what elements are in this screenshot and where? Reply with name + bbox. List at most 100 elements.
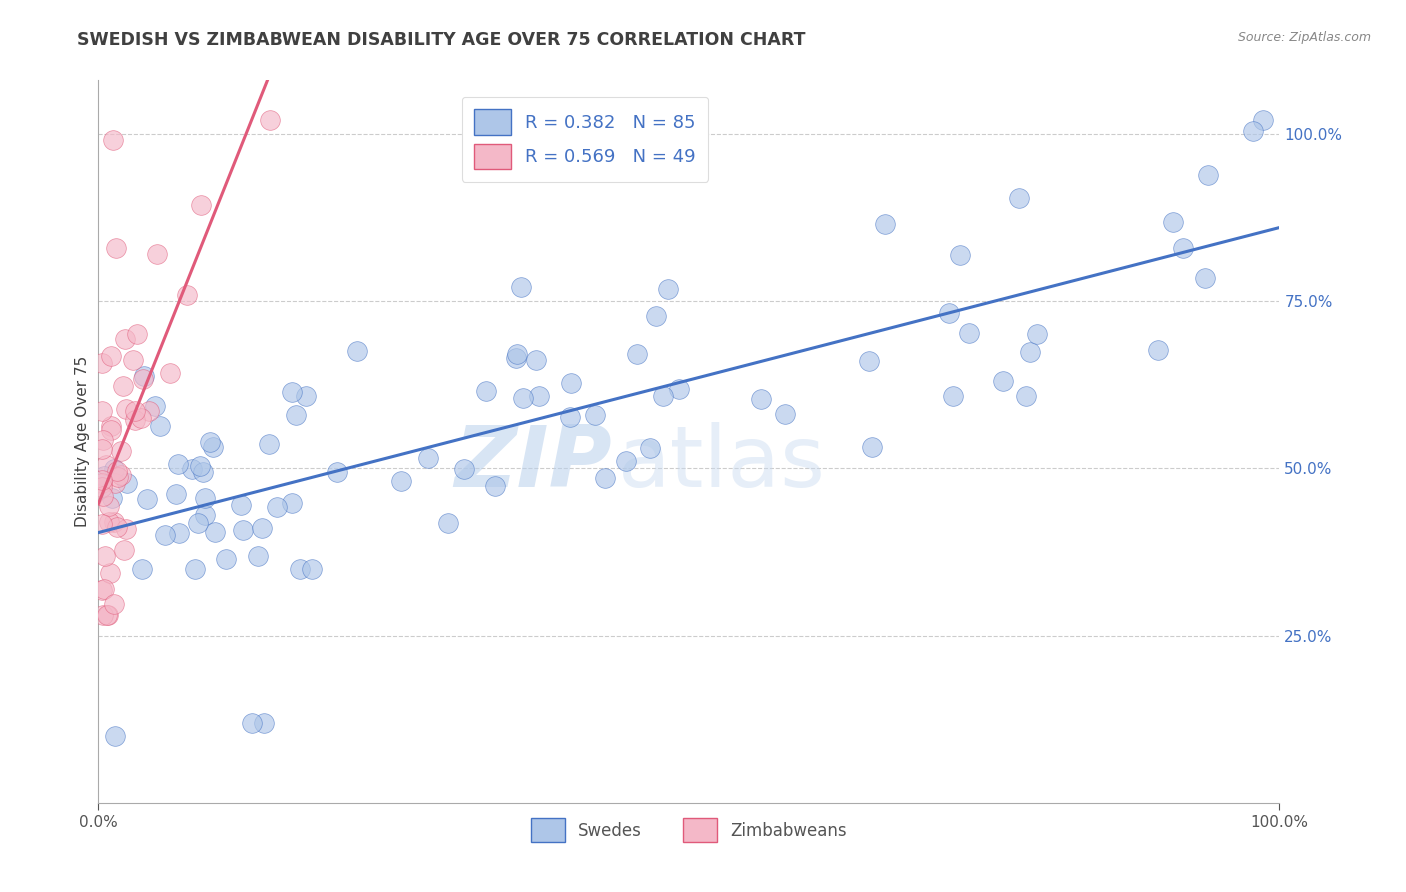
Point [1146,343,1168,357]
Point [1197,169,1219,183]
Point [110,444,132,458]
Point [91,476,114,491]
Point [124,404,146,418]
Point [638,441,661,455]
Point [103,515,125,529]
Point [201,440,224,454]
Point [860,440,883,454]
Point [91,480,114,494]
Point [138,404,160,418]
Point [93,469,115,483]
Point [145,399,167,413]
Text: Source: ZipAtlas.com: Source: ZipAtlas.com [1237,31,1371,45]
Point [114,522,136,536]
Point [583,408,606,422]
Text: SWEDISH VS ZIMBABWEAN DISABILITY AGE OVER 75 CORRELATION CHART: SWEDISH VS ZIMBABWEAN DISABILITY AGE OVE… [77,31,806,49]
Point [103,597,125,611]
Point [145,247,167,261]
Point [1025,327,1047,342]
Point [957,326,980,341]
Point [240,715,263,730]
Point [593,471,616,485]
Point [749,392,772,406]
Point [91,473,114,487]
Point [1019,345,1042,359]
Point [626,347,648,361]
Point [875,218,897,232]
Point [131,562,153,576]
Text: atlas: atlas [619,422,827,505]
Point [505,351,527,365]
Point [104,729,127,743]
Point [98,499,121,513]
Point [198,435,221,450]
Point [1173,241,1195,255]
Point [114,332,136,346]
Point [942,389,965,403]
Point [93,582,115,596]
Point [524,353,547,368]
Point [91,608,114,623]
Point [165,487,187,501]
Point [169,525,191,540]
Point [104,475,127,490]
Point [188,458,211,473]
Point [560,410,582,425]
Point [93,489,115,503]
Point [266,500,288,515]
Point [527,389,550,403]
Point [115,476,138,491]
Point [101,134,124,148]
Point [437,516,460,531]
Point [614,454,637,468]
Point [190,198,212,212]
Point [290,562,312,576]
Point [187,516,209,530]
Point [280,384,302,399]
Point [110,467,132,482]
Point [91,516,114,531]
Point [91,583,114,598]
Point [111,379,134,393]
Point [858,354,880,368]
Text: ZIP: ZIP [454,422,612,505]
Point [191,465,214,479]
Point [129,411,152,425]
Point [100,419,122,434]
Point [246,549,269,563]
Point [259,437,281,451]
Point [96,458,118,472]
Point [1251,113,1274,128]
Point [346,344,368,359]
Point [416,451,439,466]
Point [281,496,304,510]
Point [91,433,114,447]
Point [475,384,498,398]
Point [285,408,308,422]
Point [259,113,281,128]
Point [103,462,125,476]
Point [91,442,114,457]
Point [250,521,273,535]
Point [773,408,796,422]
Point [232,523,254,537]
Point [194,491,217,505]
Point [122,353,145,368]
Point [253,715,276,730]
Point [91,356,114,370]
Point [132,369,155,384]
Point [229,498,252,512]
Point [215,551,238,566]
Point [506,346,529,360]
Point [112,543,135,558]
Point [132,372,155,386]
Point [1161,215,1184,229]
Point [295,389,318,403]
Point [389,474,412,488]
Point [97,515,120,529]
Point [127,327,149,342]
Point [100,349,122,363]
Point [101,491,124,506]
Point [949,248,972,262]
Point [194,508,217,522]
